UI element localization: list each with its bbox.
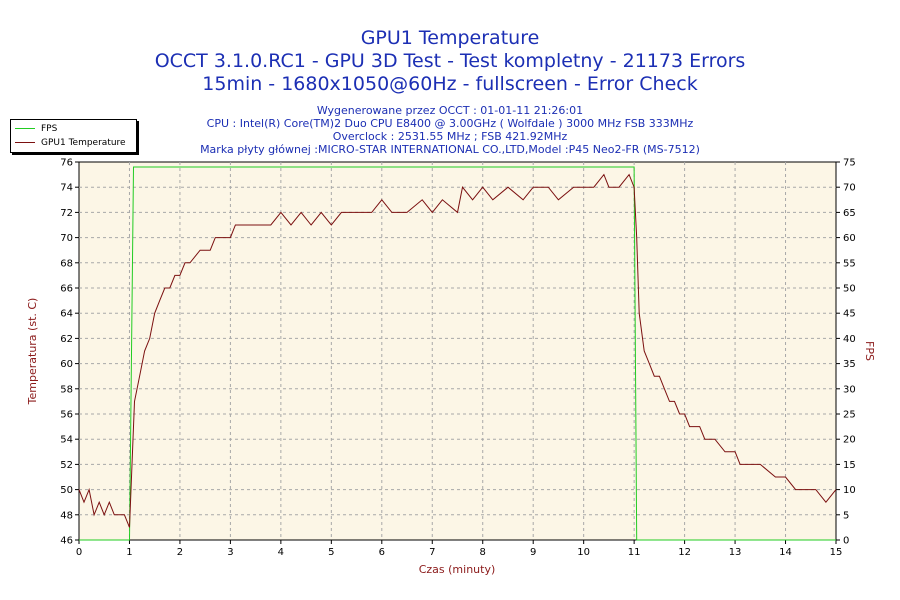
y-axis-left-label: Temperatura (st. C) [26, 298, 39, 406]
y-left-tick-label: 72 [60, 208, 73, 219]
chart-subtitle-test: OCCT 3.1.0.RC1 - GPU 3D Test - Test komp… [154, 50, 746, 72]
axis-ticks: 0 1 2 3 4 5 6 7 8 9 10 11 12 13 14 15464850525456586062… [60, 158, 855, 559]
y-left-tick-label: 48 [60, 510, 73, 521]
y-left-tick-label: 52 [60, 460, 73, 471]
x-tick-label: 0 [76, 547, 82, 558]
y-right-tick-label: 15 [843, 460, 856, 471]
y-left-tick-label: 58 [60, 384, 73, 395]
y-right-tick-label: 10 [843, 485, 856, 496]
x-tick-label: 9 [530, 547, 536, 558]
legend-swatch-fps [15, 128, 35, 129]
y-right-tick-label: 60 [843, 233, 856, 244]
x-tick-label: 15 [830, 547, 843, 558]
y-right-tick-label: 55 [843, 258, 856, 269]
y-right-tick-label: 65 [843, 208, 856, 219]
x-tick-label: 13 [729, 547, 742, 558]
legend-label-fps: FPS [41, 124, 58, 134]
y-left-tick-label: 50 [60, 485, 73, 496]
series-line-temperature [78, 173, 837, 528]
y-left-tick-label: 66 [60, 284, 73, 295]
legend-swatch-temperature [15, 142, 35, 143]
y-left-tick-label: 76 [60, 158, 73, 169]
chart-subtitle-mode: 15min - 1680x1050@60Hz - fullscreen - Er… [202, 73, 698, 95]
y-right-tick-label: 50 [843, 284, 856, 295]
y-left-tick-label: 62 [60, 334, 73, 345]
y-left-tick-label: 64 [60, 309, 73, 320]
x-tick-label: 14 [779, 547, 792, 558]
info-motherboard: Marka płyty głównej :MICRO-STAR INTERNAT… [200, 143, 700, 156]
x-tick-label: 2 [177, 547, 183, 558]
x-tick-label: 8 [480, 547, 486, 558]
x-tick-label: 4 [278, 547, 284, 558]
plot-area [78, 161, 837, 541]
x-tick-label: 3 [227, 547, 233, 558]
series-lines [78, 166, 837, 541]
x-tick-label: 6 [379, 547, 385, 558]
series-line-fps [79, 166, 836, 541]
info-generated: Wygenerowane przez OCCT : 01-01-11 21:26… [316, 104, 584, 117]
y-right-tick-label: 30 [843, 384, 856, 395]
x-tick-label: 11 [628, 547, 641, 558]
y-right-tick-label: 5 [843, 510, 849, 521]
y-right-tick-label: 0 [843, 536, 849, 547]
x-tick-label: 7 [429, 547, 435, 558]
y-left-tick-label: 56 [60, 410, 73, 421]
x-tick-label: 10 [577, 547, 590, 558]
legend-item-temperature: GPU1 Temperature [15, 137, 126, 149]
x-tick-label: 5 [328, 547, 334, 558]
y-left-tick-label: 46 [60, 536, 73, 547]
y-right-tick-label: 40 [843, 334, 856, 345]
chart-title: GPU1 Temperature [360, 27, 540, 49]
y-left-tick-label: 54 [60, 435, 73, 446]
y-right-tick-label: 70 [843, 183, 856, 194]
chart-legend: FPS GPU1 Temperature [10, 119, 137, 153]
y-left-tick-label: 60 [60, 359, 73, 370]
y-right-tick-label: 20 [843, 435, 856, 446]
y-left-tick-label: 70 [60, 233, 73, 244]
legend-label-temperature: GPU1 Temperature [41, 138, 126, 148]
legend-item-fps: FPS [15, 123, 57, 135]
info-overclock: Overclock : 2531.55 MHz ; FSB 421.92MHz [332, 130, 568, 143]
info-cpu: CPU : Intel(R) Core(TM)2 Duo CPU E8400 @… [206, 117, 694, 130]
y-right-tick-label: 35 [843, 359, 856, 370]
y-left-tick-label: 68 [60, 258, 73, 269]
y-right-tick-label: 45 [843, 309, 856, 320]
x-tick-label: 12 [678, 547, 691, 558]
x-axis-label: Czas (minuty) [419, 563, 496, 576]
y-left-tick-label: 74 [60, 183, 73, 194]
y-axis-right-label: FPS [863, 341, 876, 361]
y-right-tick-label: 75 [843, 158, 856, 169]
y-right-tick-label: 25 [843, 410, 856, 421]
x-tick-label: 1 [126, 547, 132, 558]
